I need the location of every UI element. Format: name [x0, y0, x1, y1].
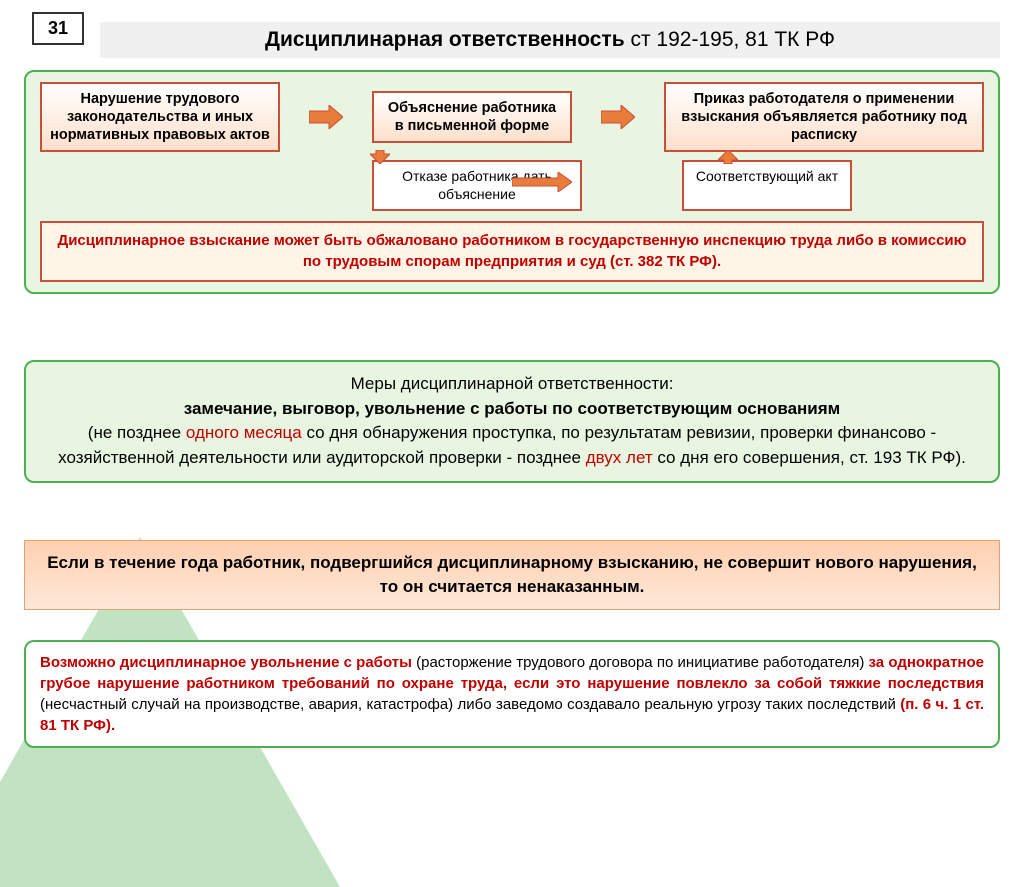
arrow-down-icon: [370, 150, 390, 164]
flow-row-sub: Отказе работника дать объяснение Соответ…: [40, 160, 984, 211]
flow-box-act: Соответствующий акт: [682, 160, 852, 211]
flow-panel: Нарушение трудового законодательства и и…: [24, 70, 1000, 294]
measures-panel: Меры дисциплинарной ответственности: зам…: [24, 360, 1000, 483]
flow-box-order: Приказ работодателя о применении взыскан…: [664, 82, 984, 152]
arrow-up-icon: [718, 150, 738, 164]
arrow-right-icon: [601, 105, 635, 129]
measures-list: замечание, выговор, увольнение с работы …: [40, 397, 984, 422]
appeal-note: Дисциплинарное взыскание может быть обжа…: [40, 221, 984, 282]
measures-red-term: одного месяца: [186, 423, 302, 442]
dismissal-red-bold: Возможно дисциплинарное увольнение с раб…: [40, 654, 416, 671]
measures-detail: (не позднее одного месяца со дня обнаруж…: [40, 421, 984, 470]
measures-red-term: двух лет: [586, 448, 653, 467]
measures-title: Меры дисциплинарной ответственности:: [40, 372, 984, 397]
arrow-right-icon: [309, 105, 343, 129]
title-rest: ст 192-195, 81 ТК РФ: [625, 28, 835, 51]
dismissal-red: Возможно дисциплинарное увольнение с раб…: [40, 654, 416, 671]
page-title: Дисциплинарная ответственность ст 192-19…: [100, 22, 1000, 58]
arrow-right-icon: [512, 172, 572, 192]
measures-text: со дня его совершения, ст. 193 ТК РФ).: [653, 448, 966, 467]
flow-row-main: Нарушение трудового законодательства и и…: [40, 82, 984, 152]
title-bold: Дисциплинарная ответственность: [265, 28, 625, 51]
dismissal-plain: (расторжение трудового договора по иници…: [416, 654, 868, 671]
dismissal-plain: (несчастный случай на производстве, авар…: [40, 696, 900, 713]
measures-list-bold: замечание, выговор, увольнение с работы …: [184, 399, 841, 418]
dismissal-note: Возможно дисциплинарное увольнение с раб…: [24, 640, 1000, 748]
year-rule-strip: Если в течение года работник, подвергший…: [24, 540, 1000, 610]
flow-box-explanation: Объяснение работника в письменной форме: [372, 91, 572, 143]
measures-text: (не позднее: [88, 423, 186, 442]
page-number: 31: [32, 12, 84, 45]
flow-box-violation: Нарушение трудового законодательства и и…: [40, 82, 280, 152]
